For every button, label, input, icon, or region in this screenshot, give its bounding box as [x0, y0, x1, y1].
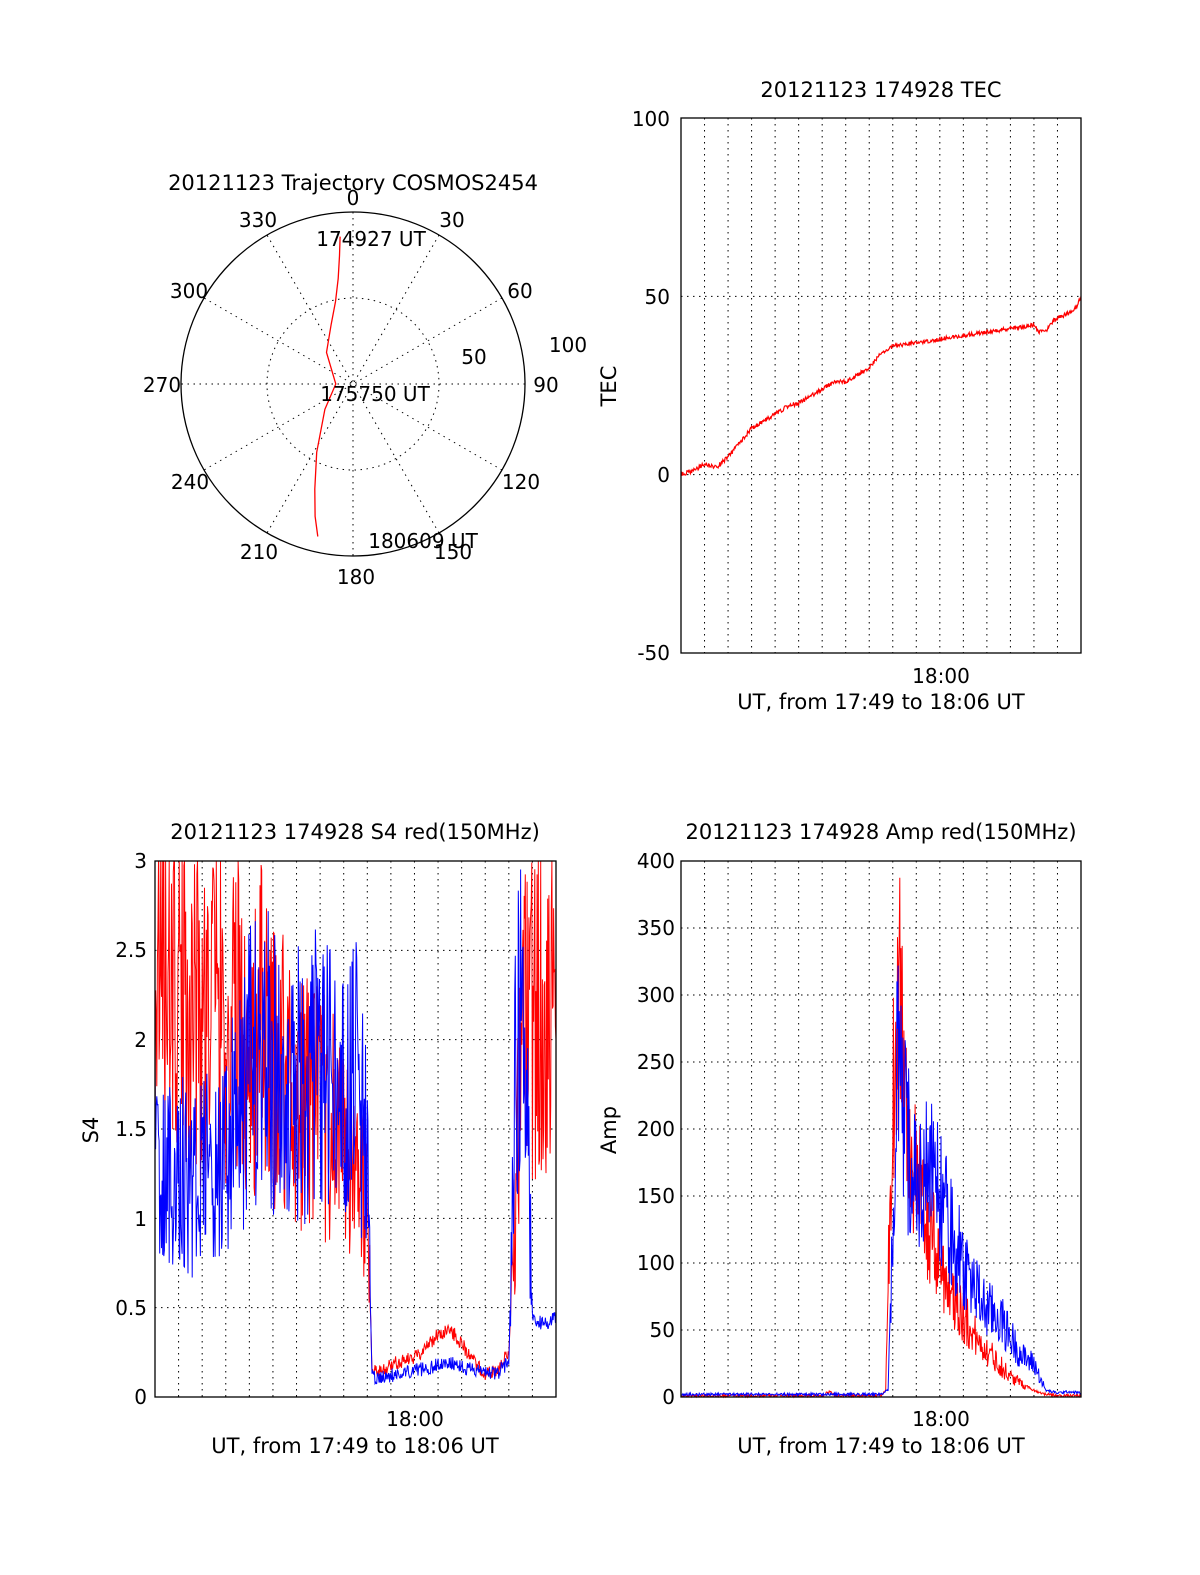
- tec-y-tick-label: 100: [632, 107, 670, 131]
- tec-y-tick-label: 50: [645, 285, 670, 309]
- amp-y-tick-label: 300: [637, 983, 675, 1007]
- amp-y-tick-label: 400: [637, 849, 675, 873]
- s4-y-axis-label: S4: [79, 1117, 103, 1144]
- amp-y-tick-label: 350: [637, 916, 675, 940]
- tec-plot-frame: [680, 117, 1082, 654]
- polar-trajectory-line: [314, 236, 341, 537]
- amp-x-axis-label: UT, from 17:49 to 18:06 UT: [737, 1434, 1025, 1458]
- amp-y-axis-label: Amp: [597, 1106, 621, 1154]
- s4-y-tick-label: 2: [134, 1028, 147, 1052]
- s4-y-tick-label: 0.5: [115, 1296, 147, 1320]
- polar-angle-label: 330: [239, 208, 277, 232]
- tec-y-tick-label: -50: [637, 641, 670, 665]
- polar-angle-label: 30: [439, 208, 464, 232]
- tec-title: 20121123 174928 TEC: [760, 78, 1001, 102]
- polar-radial-label: 100: [549, 333, 587, 357]
- s4-x-tick-label: 18:00: [386, 1407, 444, 1431]
- amp-x-tick-label: 18:00: [912, 1407, 970, 1431]
- polar-inner-circle: [266, 297, 440, 471]
- s4-y-tick-label: 0: [134, 1385, 147, 1409]
- s4-red-series-line: [154, 860, 557, 1380]
- polar-angle-label: 90: [533, 373, 558, 397]
- s4-y-tick-label: 1: [134, 1207, 147, 1231]
- amp-y-tick-label: 0: [662, 1385, 675, 1409]
- tec-x-tick-label: 18:00: [912, 664, 970, 688]
- amp-title: 20121123 174928 Amp red(150MHz): [685, 820, 1076, 844]
- s4-y-tick-label: 1.5: [115, 1117, 147, 1141]
- amp-plot-frame: [680, 860, 1082, 1398]
- tec-series-line: [680, 296, 1082, 476]
- s4-x-axis-label: UT, from 17:49 to 18:06 UT: [211, 1434, 499, 1458]
- polar-annotation: 175750 UT: [320, 382, 430, 406]
- polar-angle-label: 300: [170, 279, 208, 303]
- polar-angle-label: 240: [171, 470, 209, 494]
- polar-angle-label: 210: [240, 540, 278, 564]
- amp-y-tick-label: 200: [637, 1117, 675, 1141]
- amp-red-series-line: [680, 877, 1082, 1399]
- polar-angle-label: 60: [507, 279, 532, 303]
- tec-y-tick-label: 0: [657, 463, 670, 487]
- s4-y-tick-label: 2.5: [115, 938, 147, 962]
- polar-angle-label: 150: [434, 540, 472, 564]
- polar-radial-label: 50: [461, 345, 486, 369]
- polar-trajectory-panel: 20121123 Trajectory COSMOS2454 0 30 60 9…: [143, 171, 587, 589]
- s4-plot-frame: [154, 860, 557, 1398]
- polar-angle-label: 270: [143, 373, 181, 397]
- polar-title: 20121123 Trajectory COSMOS2454: [168, 171, 538, 195]
- polar-annotation: 180609 UT: [368, 529, 478, 553]
- polar-annotation: 174927 UT: [316, 227, 426, 251]
- s4-y-tick-label: 3: [134, 849, 147, 873]
- polar-angle-label: 120: [502, 470, 540, 494]
- amp-y-tick-label: 100: [637, 1251, 675, 1275]
- amp-y-tick-label: 250: [637, 1050, 675, 1074]
- amp-y-tick-label: 150: [637, 1184, 675, 1208]
- s4-panel: 20121123 174928 S4 red(150MHz) 3 2.5 2 1…: [79, 820, 557, 1458]
- amp-panel: 20121123 174928 Amp red(150MHz) 400 350 …: [597, 820, 1082, 1458]
- tec-panel: 20121123 174928 TEC 100 50 0 -50 18:00 U…: [597, 78, 1082, 714]
- tec-x-axis-label: UT, from 17:49 to 18:06 UT: [737, 690, 1025, 714]
- s4-title: 20121123 174928 S4 red(150MHz): [170, 820, 540, 844]
- amp-blue-series-line: [680, 965, 1082, 1398]
- amp-y-tick-label: 50: [650, 1318, 675, 1342]
- polar-angle-label: 180: [337, 565, 375, 589]
- s4-blue-series-line: [154, 869, 557, 1386]
- polar-angle-label: 0: [347, 186, 360, 210]
- tec-y-axis-label: TEC: [597, 366, 621, 408]
